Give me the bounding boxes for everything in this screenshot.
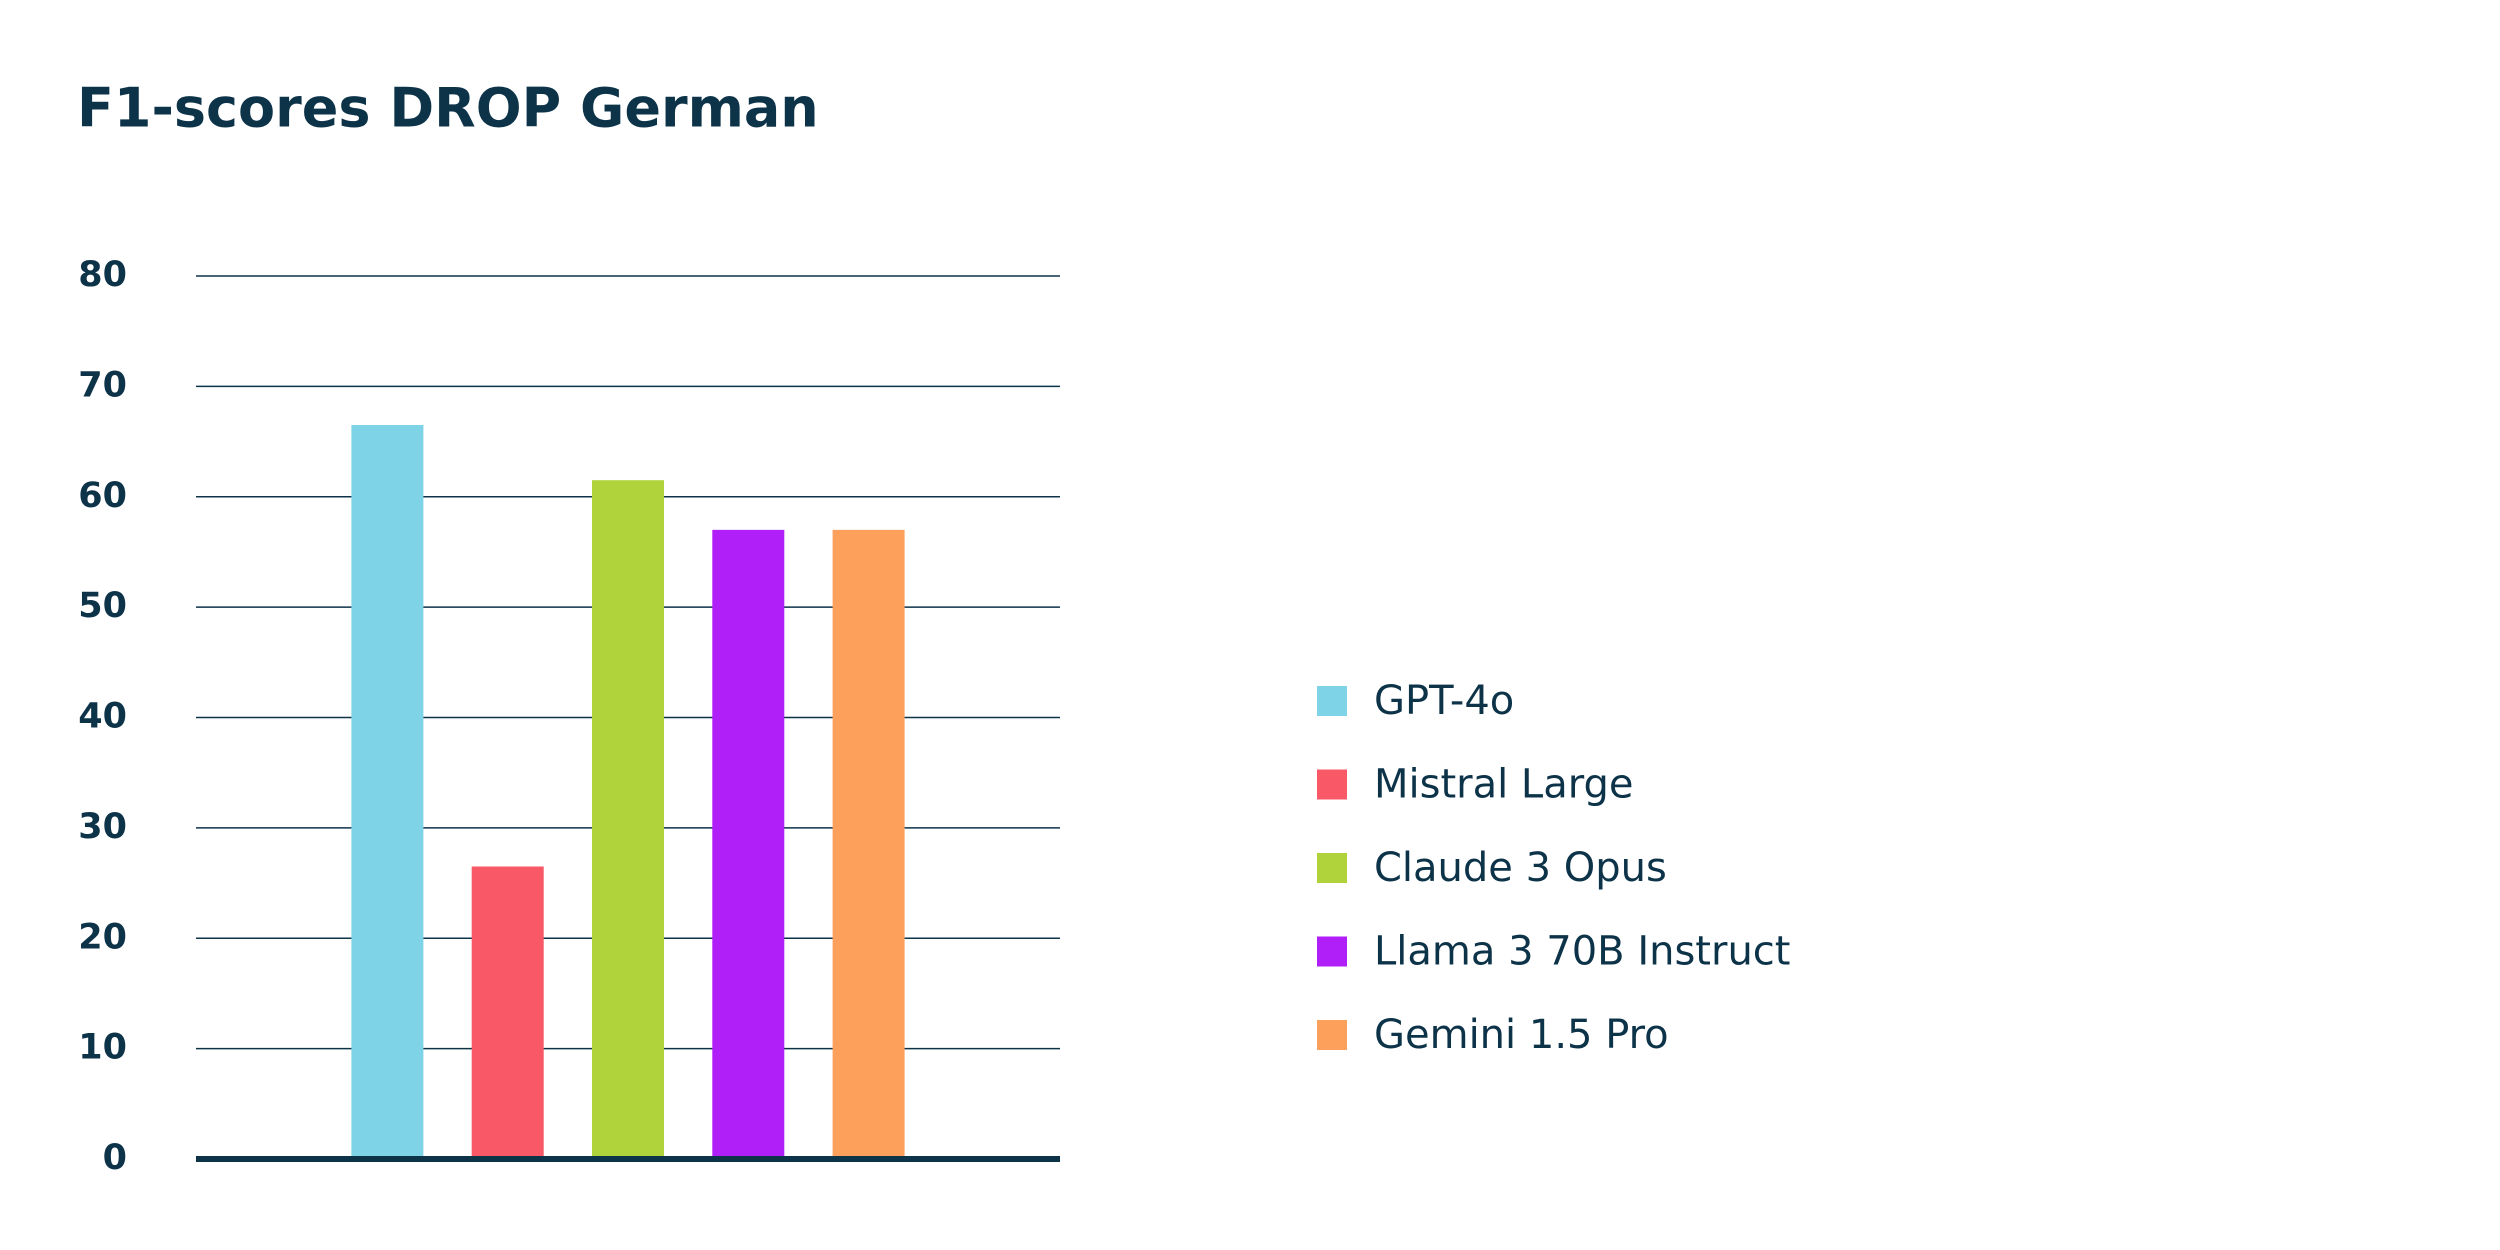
legend-swatch <box>1317 1020 1347 1050</box>
legend-label: Gemini 1.5 Pro <box>1374 1012 1669 1058</box>
y-tick-label: 60 <box>78 476 127 516</box>
bar <box>592 480 664 1160</box>
legend-swatch <box>1317 769 1347 800</box>
bar <box>832 529 905 1159</box>
legend-swatch <box>1317 936 1347 967</box>
y-tick-label: 10 <box>78 1028 127 1068</box>
y-tick-label: 0 <box>103 1138 127 1178</box>
legend-swatch <box>1317 686 1347 716</box>
legend-swatch <box>1317 853 1347 883</box>
legend-label: GPT-4o <box>1374 678 1514 724</box>
legend-label: Claude 3 Opus <box>1374 845 1667 891</box>
bar <box>351 425 424 1160</box>
bar <box>712 529 785 1159</box>
y-tick-label: 70 <box>78 365 127 405</box>
y-tick-label: 30 <box>78 807 127 847</box>
y-tick-label: 40 <box>78 697 127 737</box>
y-tick-label: 50 <box>78 586 127 626</box>
bar <box>471 866 544 1159</box>
y-tick-label: 80 <box>78 255 127 295</box>
y-tick-label: 20 <box>78 917 127 957</box>
legend-label: Llama 3 70B Instruct <box>1374 929 1790 975</box>
legend-label: Mistral Large <box>1374 762 1633 808</box>
chart-title: F1-scores DROP German <box>77 77 819 140</box>
